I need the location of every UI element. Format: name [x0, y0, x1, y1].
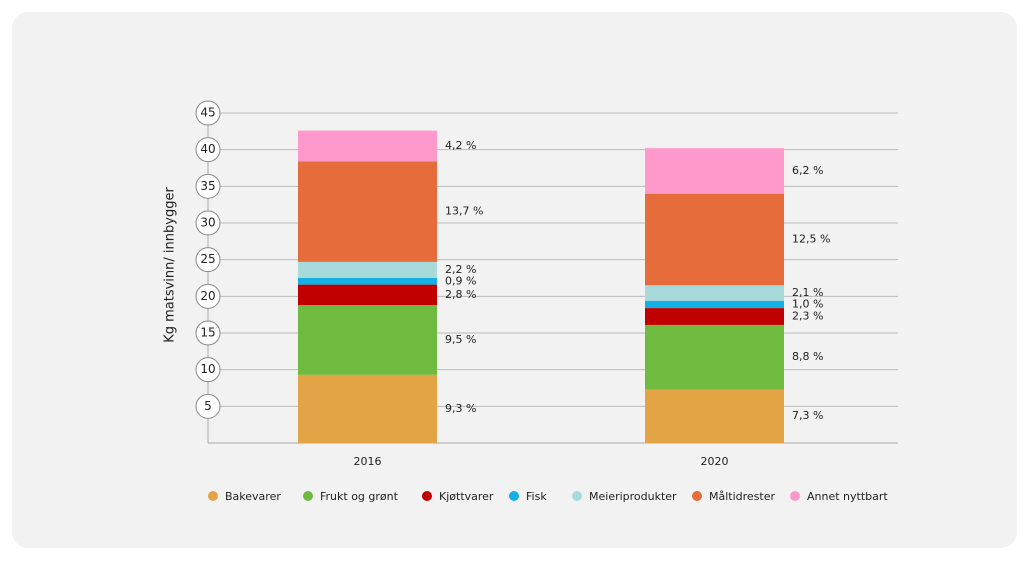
value-label: 1,0 %: [792, 297, 823, 310]
bar-segment: [645, 193, 784, 286]
bar-segment: [298, 261, 437, 278]
y-axis-label: Kg matsvinn/ innbygger: [163, 187, 178, 343]
legend-swatch: [509, 491, 519, 501]
value-label: 12,5 %: [792, 233, 830, 246]
bar-segment: [645, 324, 784, 390]
y-tick-badge: [195, 173, 221, 199]
y-tick-label: 25: [200, 252, 215, 266]
bar-segment: [298, 161, 437, 262]
legend-swatch: [303, 491, 313, 501]
x-tick-label: 2016: [354, 455, 382, 468]
legend-label: Fisk: [526, 490, 547, 503]
value-label: 7,3 %: [792, 409, 823, 422]
legend-label: Meieriprodukter: [589, 490, 677, 503]
y-tick-badge: [195, 100, 221, 126]
y-tick-badge: [195, 283, 221, 309]
legend-label: Annet nyttbart: [807, 490, 888, 503]
y-tick-badge: [195, 137, 221, 163]
bar-segment: [298, 374, 437, 443]
value-label: 8,8 %: [792, 350, 823, 363]
value-label: 9,3 %: [445, 402, 476, 415]
legend-label: Bakevarer: [225, 490, 281, 503]
bar-segment: [645, 285, 784, 301]
bar-segment: [298, 130, 437, 162]
y-tick-label: 20: [200, 289, 215, 303]
bar-segment: [645, 308, 784, 325]
y-tick-badge: [195, 320, 221, 346]
bar-segment: [645, 148, 784, 194]
y-tick-label: 30: [200, 216, 215, 230]
legend-swatch: [572, 491, 582, 501]
bar-segment: [645, 389, 784, 443]
value-label: 0,9 %: [445, 274, 476, 287]
value-label: 2,2 %: [445, 263, 476, 276]
y-tick-badge: [195, 247, 221, 273]
legend-swatch: [692, 491, 702, 501]
bar-segment: [298, 278, 437, 285]
y-tick-label: 35: [200, 179, 215, 193]
y-tick-badge: [195, 357, 221, 383]
legend-label: Måltidrester: [709, 490, 775, 503]
value-label: 13,7 %: [445, 205, 483, 218]
bar-segment: [645, 300, 784, 309]
y-tick-label: 45: [200, 106, 215, 120]
y-tick-label: 40: [200, 142, 215, 156]
legend-swatch: [422, 491, 432, 501]
legend-label: Kjøttvarer: [439, 490, 494, 503]
x-tick-label: 2020: [701, 455, 729, 468]
legend-label: Frukt og grønt: [320, 490, 399, 503]
y-tick-badge: [195, 393, 221, 419]
value-label: 6,2 %: [792, 164, 823, 177]
y-tick-badge: [195, 210, 221, 236]
value-label: 2,3 %: [792, 310, 823, 323]
value-label: 9,5 %: [445, 333, 476, 346]
y-tick-label: 10: [200, 362, 215, 376]
legend-swatch: [790, 491, 800, 501]
value-label: 2,1 %: [792, 286, 823, 299]
value-label: 4,2 %: [445, 139, 476, 152]
y-tick-label: 15: [200, 326, 215, 340]
value-label: 2,8 %: [445, 288, 476, 301]
y-tick-label: 5: [204, 399, 212, 413]
bar-segment: [298, 284, 437, 306]
legend-swatch: [208, 491, 218, 501]
bar-segment: [298, 305, 437, 375]
